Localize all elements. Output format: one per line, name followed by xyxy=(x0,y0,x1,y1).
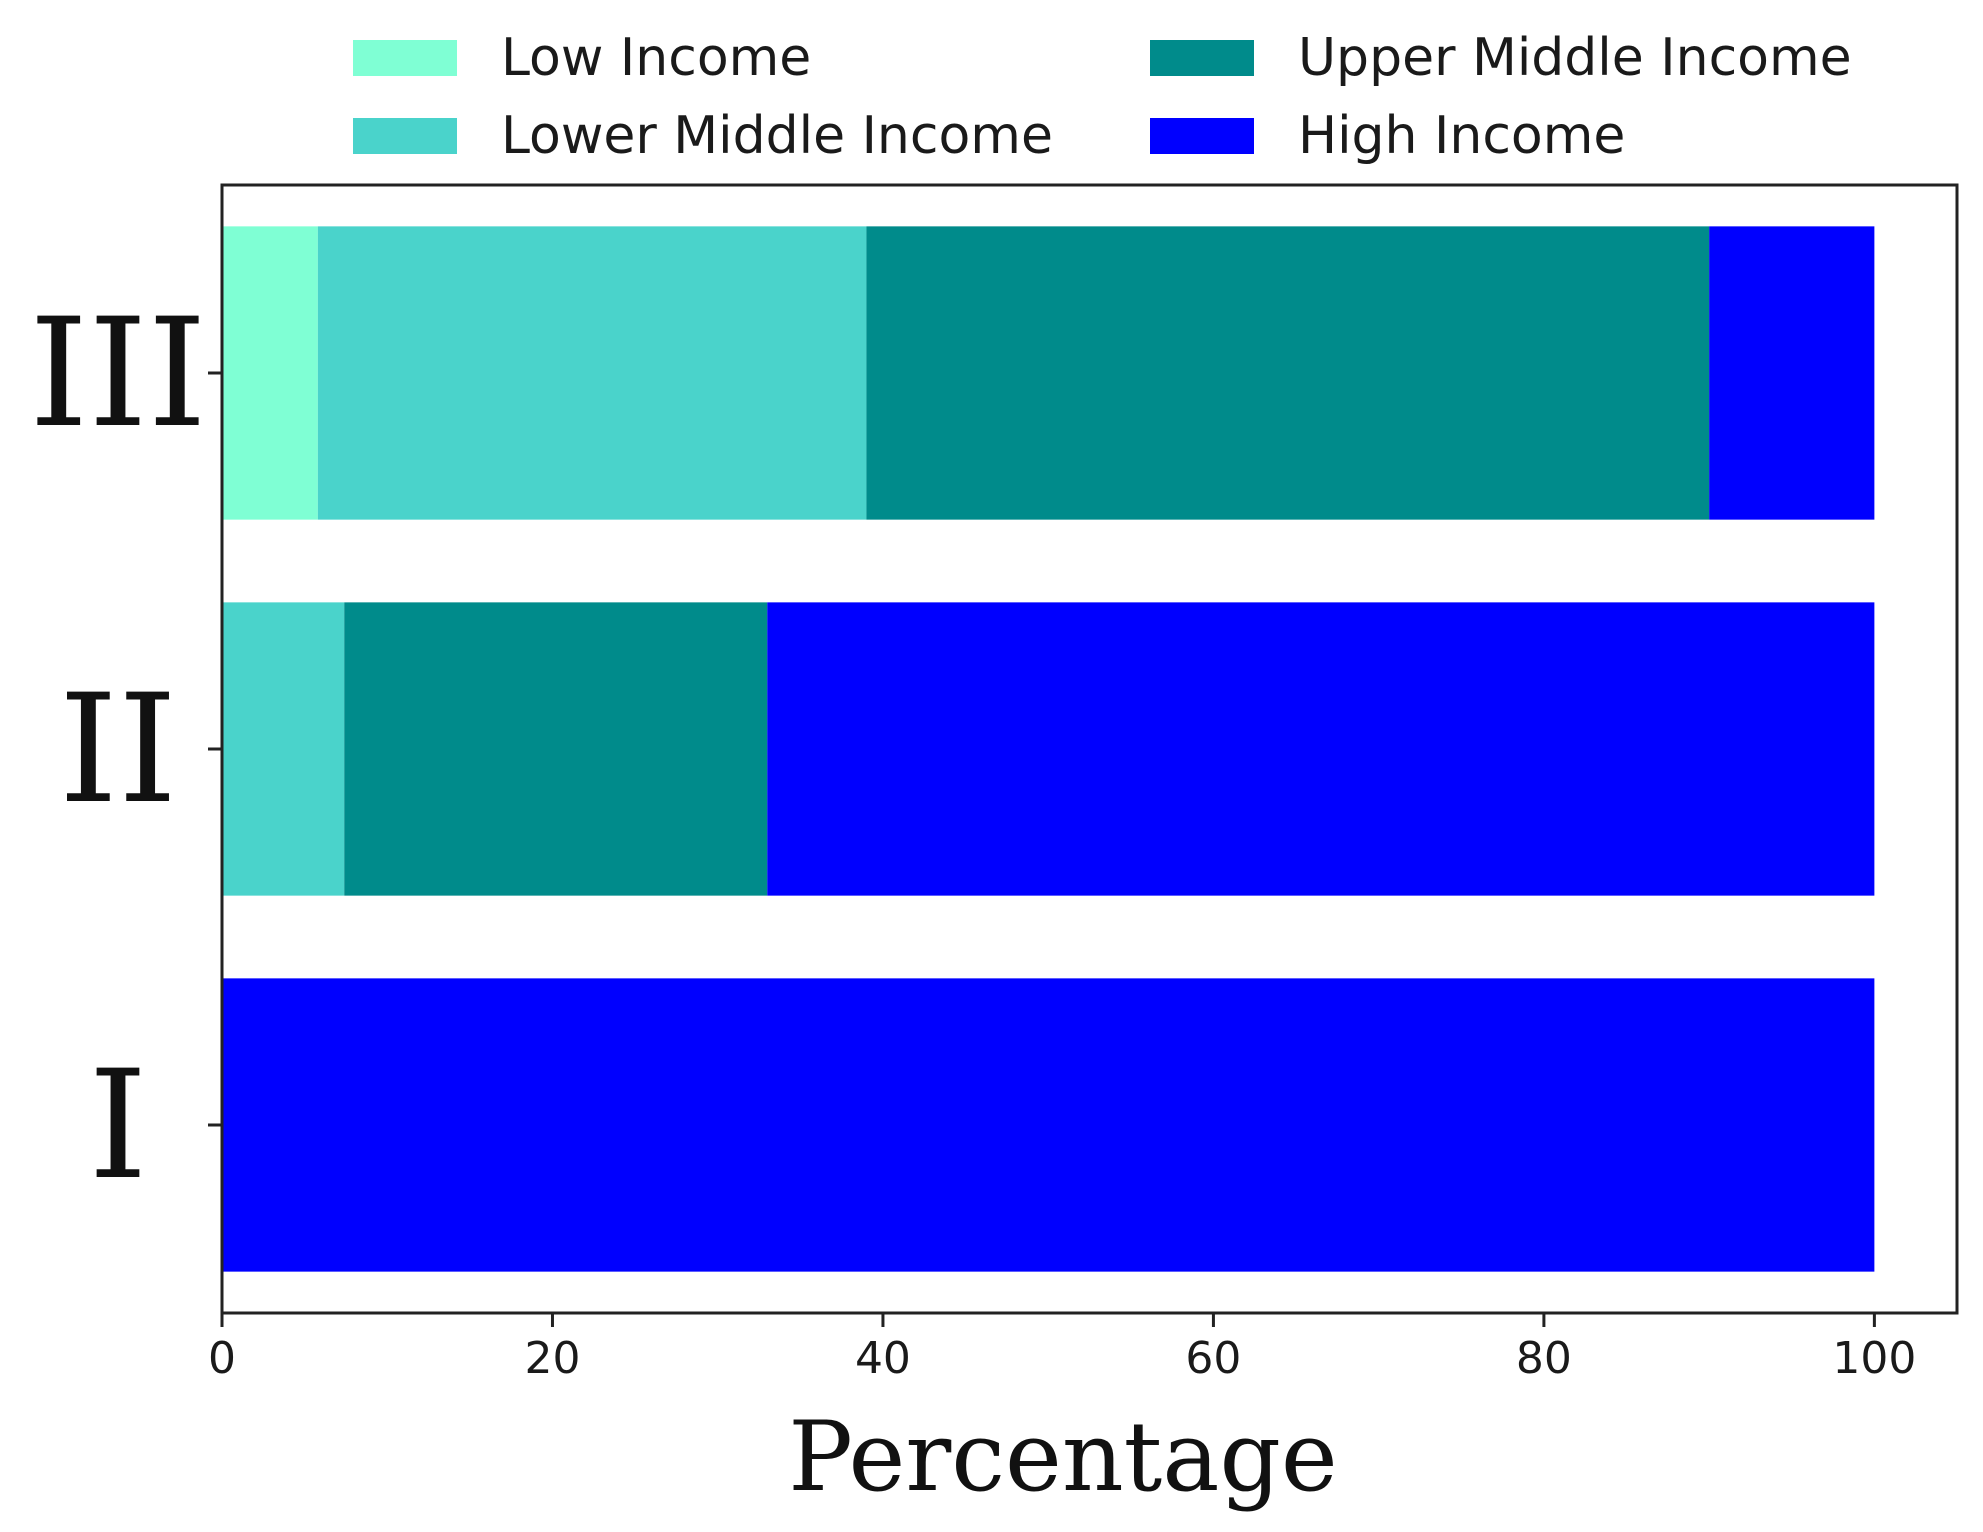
y-tick-label-II: II xyxy=(59,663,178,837)
bar-III-lower-middle-income xyxy=(317,226,867,520)
legend-label: Low Income xyxy=(501,28,811,88)
legend-swatch xyxy=(1150,40,1254,76)
x-tick-label: 100 xyxy=(1832,1333,1916,1384)
y-tick-label-III: III xyxy=(29,287,207,461)
x-tick-label: 20 xyxy=(524,1333,580,1384)
x-axis: 0 20 40 60 80 100 xyxy=(208,1313,1916,1384)
x-tick-label: 60 xyxy=(1185,1333,1241,1384)
bars xyxy=(222,226,1875,1272)
legend-swatch xyxy=(1150,118,1254,154)
legend-label: Lower Middle Income xyxy=(501,106,1053,166)
bar-III-low-income xyxy=(222,226,318,520)
legend-swatch xyxy=(353,118,457,154)
x-tick-label: 0 xyxy=(208,1333,236,1384)
bar-III-high-income xyxy=(1709,226,1875,520)
x-tick-label: 80 xyxy=(1516,1333,1572,1384)
bar-III-upper-middle-income xyxy=(866,226,1710,520)
x-tick-label: 40 xyxy=(855,1333,911,1384)
legend-label: High Income xyxy=(1298,106,1625,166)
bar-II-high-income xyxy=(767,602,1875,896)
legend-label: Upper Middle Income xyxy=(1298,28,1852,88)
bar-I-high-income xyxy=(222,978,1875,1272)
bar-II-upper-middle-income xyxy=(344,602,768,896)
x-axis-title: Percentage xyxy=(788,1401,1337,1513)
y-tick-label-I: I xyxy=(88,1039,147,1213)
legend: Low Income Lower Middle Income Upper Middl… xyxy=(353,28,1852,166)
bar-II-lower-middle-income xyxy=(222,602,345,896)
legend-swatch xyxy=(353,40,457,76)
